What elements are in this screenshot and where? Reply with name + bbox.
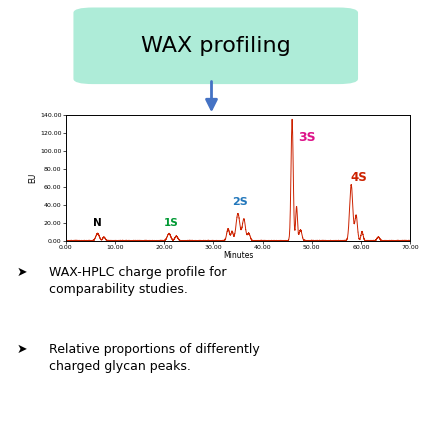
Text: ➤: ➤ xyxy=(17,343,27,356)
Text: 2S: 2S xyxy=(233,196,248,207)
Text: 4S: 4S xyxy=(350,171,367,184)
Text: N: N xyxy=(93,218,102,228)
Text: WAX-HPLC charge profile for
comparability studies.: WAX-HPLC charge profile for comparabilit… xyxy=(49,266,226,296)
Text: Relative proportions of differently
charged glycan peaks.: Relative proportions of differently char… xyxy=(49,343,259,373)
Text: WAX profiling: WAX profiling xyxy=(141,36,291,56)
Text: 3S: 3S xyxy=(298,131,316,144)
X-axis label: Minutes: Minutes xyxy=(223,251,253,260)
Text: 1S: 1S xyxy=(164,218,179,228)
FancyBboxPatch shape xyxy=(74,8,358,84)
Text: ➤: ➤ xyxy=(17,266,27,279)
Y-axis label: EU: EU xyxy=(28,173,37,183)
